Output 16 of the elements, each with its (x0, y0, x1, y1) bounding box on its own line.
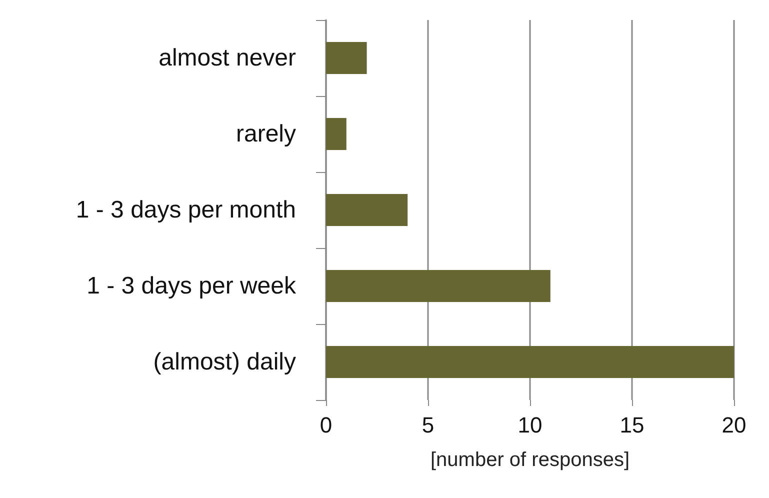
x-tick-label: 15 (620, 412, 644, 438)
bar (326, 270, 550, 302)
x-tick-label: 10 (518, 412, 542, 438)
bar (326, 42, 367, 74)
x-axis-title: [number of responses] (430, 449, 630, 471)
x-tick-label: 0 (320, 412, 332, 438)
bar (326, 118, 346, 150)
y-tick-label: 1 - 3 days per week (86, 272, 297, 300)
x-tick-label: 5 (422, 412, 434, 438)
y-tick-label: rarely (236, 120, 296, 148)
y-tick-label: 1 - 3 days per month (76, 196, 296, 224)
bar (326, 194, 408, 226)
y-tick-label: almost never (158, 44, 296, 72)
x-tick-label: 20 (722, 412, 746, 438)
y-tick-label: (almost) daily (153, 348, 296, 376)
bar (326, 346, 734, 378)
